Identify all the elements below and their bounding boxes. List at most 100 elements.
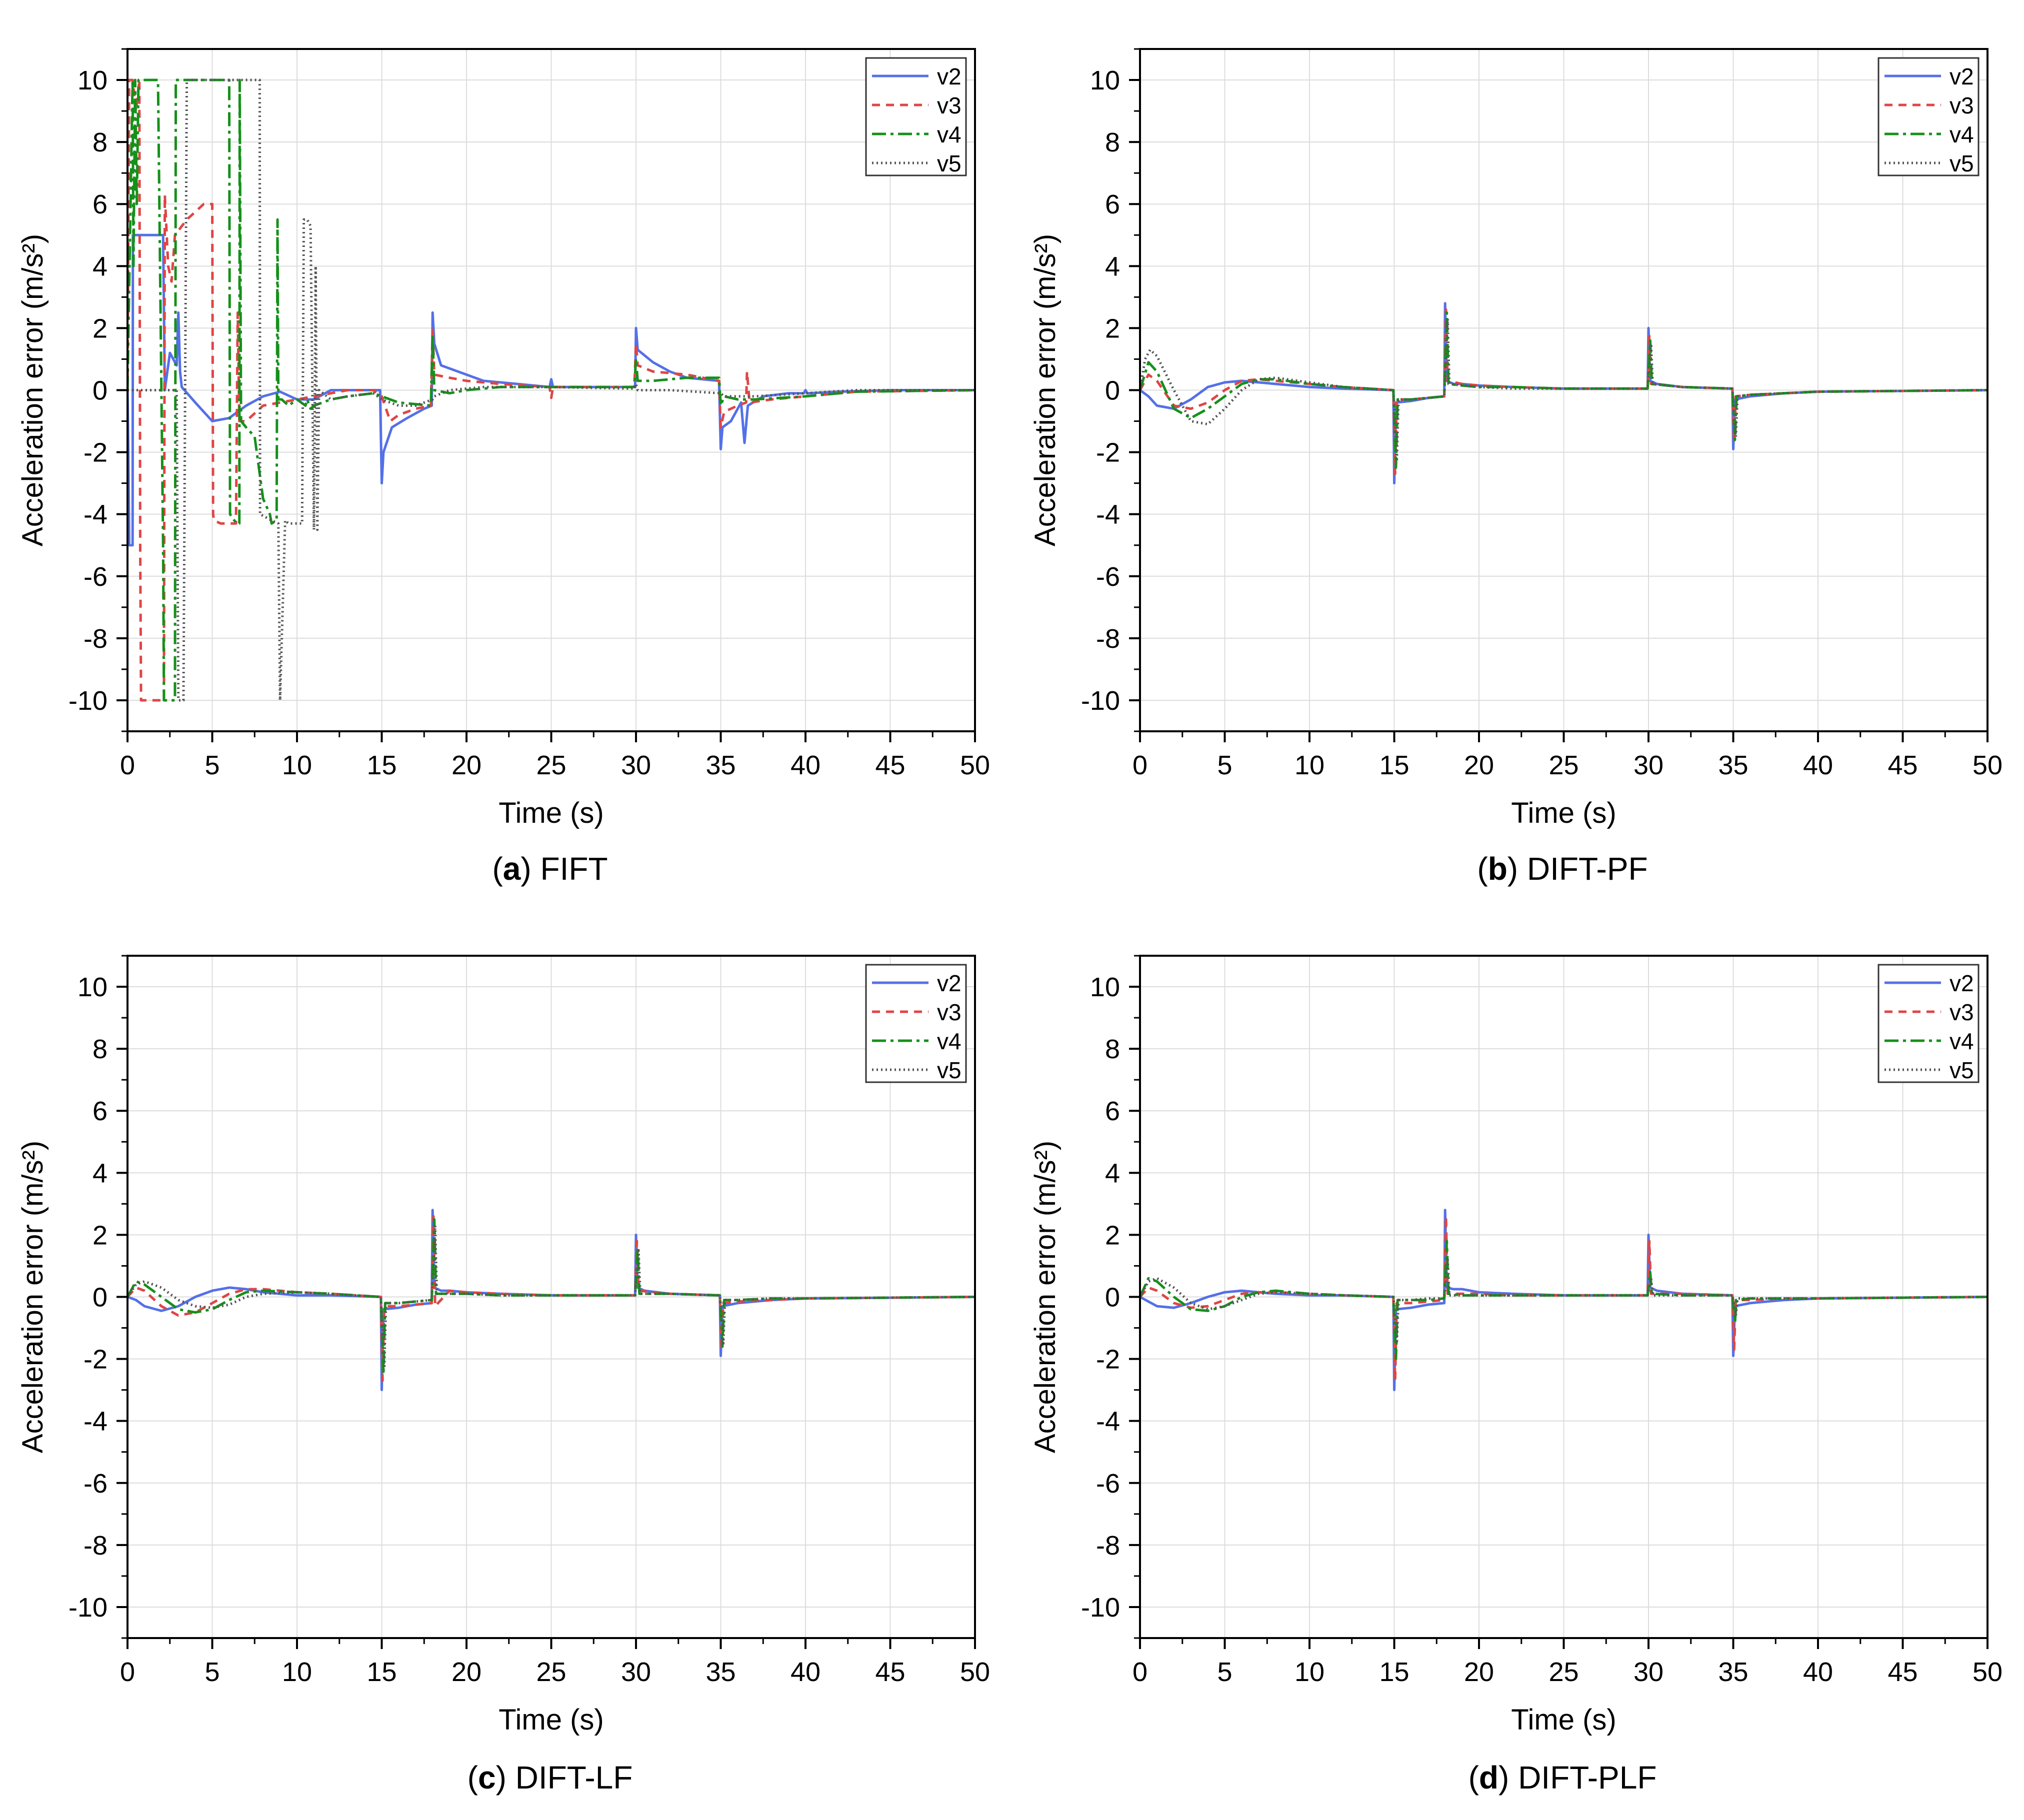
x-tick-label: 40 [790,750,820,780]
series-line-v5 [128,1224,975,1370]
x-tick-label: 40 [1803,750,1833,780]
x-tick-label: 10 [1294,1657,1324,1687]
series-group [1140,302,1988,485]
y-tick-label: -4 [1096,500,1120,530]
x-axis-label: Time (s) [1511,1704,1616,1736]
y-tick-label: -10 [68,686,108,716]
legend-label-v5: v5 [937,1057,962,1083]
series-line-v3 [1140,1215,1988,1382]
x-tick-label: 0 [120,1657,135,1687]
y-tick-label: -10 [1081,686,1120,716]
caption-paren-open: ( [1468,1760,1479,1796]
x-tick-label: 30 [1634,750,1664,780]
x-tick-label: 10 [282,1657,312,1687]
legend-label-v3: v3 [1950,92,1974,118]
x-tick-label: 5 [204,1657,220,1687]
y-tick-label: 0 [92,1283,108,1313]
series-line-v4 [128,78,975,702]
caption-text: DIFT-LF [516,1760,633,1796]
x-tick-label: 10 [282,750,312,780]
panel-caption: (b) DIFT-PF [1477,851,1648,887]
legend-label-v4: v4 [1950,1028,1974,1054]
series-line-v3 [128,78,975,702]
panel-caption: (d) DIFT-PLF [1468,1760,1657,1796]
x-tick-label: 0 [1132,750,1148,780]
y-tick-label: -10 [1081,1593,1120,1623]
x-tick-label: 25 [1548,1657,1578,1687]
legend-label-v3: v3 [937,92,962,118]
caption-paren-close: ) [1498,1760,1518,1796]
caption-paren-close: ) [1508,851,1527,887]
y-tick-label: 0 [1105,1283,1120,1313]
y-tick-label: 2 [92,1220,108,1250]
y-tick-label: 4 [92,251,108,281]
chart-panel-a: 0 5 10 15 20 25 30 35 40 45 50 -10 -8 -6 -4 -2 0 2 4 6 8 10 Ti… [16,48,990,887]
y-tick-label: -2 [1096,1345,1120,1375]
chart-panel-b: 0 5 10 15 20 25 30 35 40 45 50 -10 -8 -6 -4 -2 0 2 4 6 8 10 Ti… [1029,48,2002,887]
x-tick-label: 50 [960,1657,990,1687]
x-tick-label: 40 [1803,1657,1833,1687]
y-tick-label: -6 [84,1469,108,1499]
x-tick-label: 0 [1132,1657,1148,1687]
series-group [1140,1209,1988,1392]
y-tick-label: 6 [92,189,108,219]
caption-letter: c [478,1760,496,1796]
y-tick-label: -2 [84,1345,108,1375]
y-tick-label: 0 [92,376,108,406]
y-axis-label: Acceleration error (m/s²) [16,1141,49,1453]
y-axis-label: Acceleration error (m/s²) [16,234,49,546]
series-line-v2 [128,233,975,547]
x-tick-label: 15 [366,1657,396,1687]
y-tick-label: 8 [92,127,108,157]
series-line-v5 [128,78,975,702]
x-tick-label: 30 [621,1657,651,1687]
legend-box [865,964,967,1083]
y-tick-label: -8 [1096,1531,1120,1561]
y-tick-label: 8 [1105,1034,1120,1064]
series-group [128,78,975,702]
x-tick-label: 35 [1718,750,1748,780]
x-axis-label: Time (s) [498,797,604,829]
y-tick-label: 6 [1105,1096,1120,1126]
y-tick-label: 10 [1090,65,1120,95]
series-line-v4 [128,1218,975,1376]
y-tick-label: 6 [92,1096,108,1126]
y-tick-label: 2 [1105,1220,1120,1250]
chart-panel-c: 0 5 10 15 20 25 30 35 40 45 50 -10 -8 -6 -4 -2 0 2 4 6 8 10 Ti… [16,955,990,1796]
legend-label-v5: v5 [937,150,962,176]
caption-paren-close: ) [520,851,540,887]
legend-label-v4: v4 [937,121,962,147]
y-tick-label: -10 [68,1593,108,1623]
y-tick-label: -4 [84,1407,108,1437]
y-tick-label: -8 [84,624,108,654]
legend-label-v3: v3 [1950,999,1974,1025]
x-tick-label: 50 [1972,1657,2002,1687]
y-tick-label: 10 [78,972,108,1002]
x-tick-label: 20 [452,1657,482,1687]
panel-caption: (c) DIFT-LF [468,1760,633,1796]
y-tick-label: 8 [92,1034,108,1064]
legend-label-v3: v3 [937,999,962,1025]
legend-label-v4: v4 [937,1028,962,1054]
panel-caption: (a) FIFT [492,851,608,887]
caption-letter: a [503,851,521,887]
x-axis-label: Time (s) [1511,797,1616,829]
caption-text: DIFT-PLF [1518,1760,1656,1796]
x-tick-label: 40 [790,1657,820,1687]
legend-label-v5: v5 [1950,150,1974,176]
caption-letter: b [1488,851,1508,887]
y-axis-label: Acceleration error (m/s²) [1029,1141,1062,1453]
y-axis-label: Acceleration error (m/s²) [1029,234,1062,546]
x-tick-label: 50 [1972,750,2002,780]
legend: v2 v3 v4 v5 [1878,964,1980,1083]
x-tick-label: 25 [536,1657,566,1687]
legend-label-v2: v2 [1950,63,1974,89]
caption-letter: d [1479,1760,1498,1796]
x-tick-label: 25 [536,750,566,780]
y-tick-label: -8 [84,1531,108,1561]
caption-paren-open: ( [1477,851,1488,887]
y-tick-label: 10 [1090,972,1120,1002]
x-tick-label: 0 [120,750,135,780]
x-tick-label: 35 [706,1657,736,1687]
